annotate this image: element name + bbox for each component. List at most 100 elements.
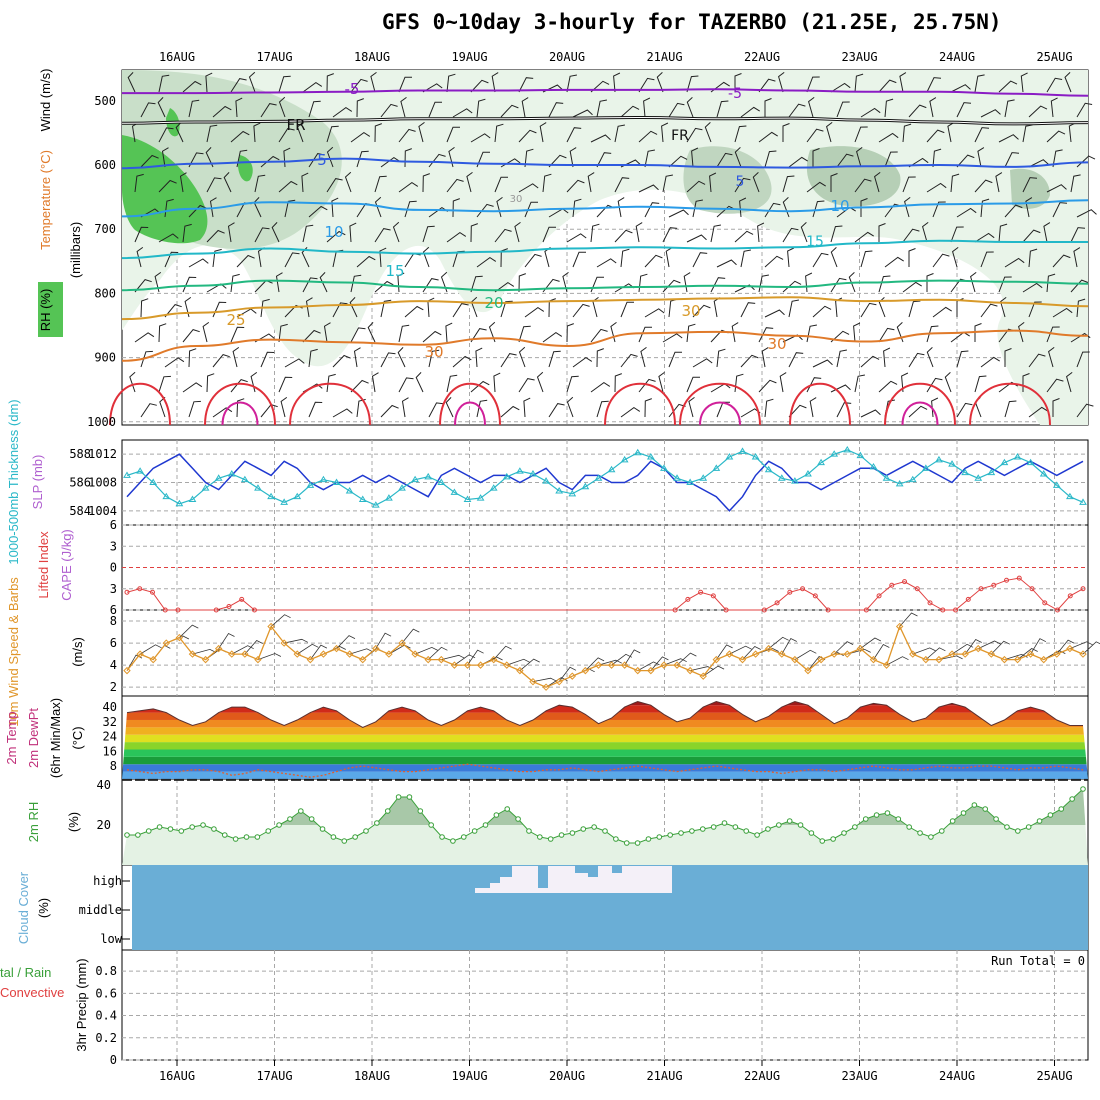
wind-10m-barb xyxy=(925,647,946,660)
wind-10m-point xyxy=(136,650,144,658)
wind-barb xyxy=(470,328,487,343)
wind-barb xyxy=(974,74,985,93)
rh-legend-box xyxy=(38,282,63,337)
wind-10m-point xyxy=(909,650,917,658)
wind-barb xyxy=(356,150,369,168)
rh-2m-point xyxy=(395,794,402,800)
wind-barb xyxy=(638,184,659,193)
wind-10m-point xyxy=(516,666,524,675)
li-point xyxy=(876,593,882,599)
y-tick-pressure: 700 xyxy=(94,222,116,236)
wind-barb xyxy=(140,350,153,368)
wind-barb xyxy=(212,407,233,418)
wind-10m-barb xyxy=(506,658,530,666)
rh-2m-point xyxy=(221,832,228,838)
wind-10m-point xyxy=(882,661,891,669)
wind-barb xyxy=(950,226,964,243)
wind-barb xyxy=(380,103,398,118)
wind-barb xyxy=(638,326,653,343)
y-tick-pressure: 500 xyxy=(94,94,116,108)
rh-2m-point xyxy=(1036,818,1043,824)
wind-barb xyxy=(590,328,608,343)
wind-barb xyxy=(860,250,873,268)
wind-barb xyxy=(161,147,169,168)
rh-2m-point xyxy=(971,802,978,808)
thickness-point xyxy=(843,445,852,453)
wind-barb xyxy=(302,224,314,243)
wind-barb xyxy=(566,233,587,243)
x-tick-bottom: 25AUG xyxy=(1036,1069,1072,1083)
wind-10m-barb xyxy=(729,645,752,655)
wind-barb xyxy=(902,176,916,193)
wind-barb xyxy=(752,172,760,193)
thickness-point xyxy=(214,474,223,481)
wind-barb xyxy=(308,348,318,368)
wind-barb xyxy=(974,232,995,243)
wind-10m-point xyxy=(332,644,341,653)
wind-barb xyxy=(374,280,394,293)
y-label-dewpt-2m: 2m DewPt xyxy=(26,708,41,768)
wind-barb xyxy=(127,72,136,93)
wind-10m-point xyxy=(214,644,223,653)
wind-barb xyxy=(716,152,733,168)
contour-label: FR xyxy=(286,116,305,134)
wind-barb xyxy=(908,104,927,118)
wind-barb xyxy=(644,398,652,418)
li-point xyxy=(991,582,997,588)
wind-barb xyxy=(350,327,366,343)
thickness-point xyxy=(1039,470,1048,477)
x-tick-top: 17AUG xyxy=(256,50,292,64)
wind-10m-barb xyxy=(1017,648,1038,660)
wind-barb xyxy=(1028,159,1049,168)
thickness-point xyxy=(476,494,485,501)
wind-barb xyxy=(686,323,696,343)
wind-barb xyxy=(740,302,756,318)
li-series-line xyxy=(126,577,1084,611)
thickness-point xyxy=(411,475,419,483)
wind-barb xyxy=(428,349,440,368)
rh-2m-point xyxy=(276,822,282,828)
wind-barb xyxy=(658,371,665,393)
rh-2m-point xyxy=(776,822,782,828)
wind-barb xyxy=(878,297,886,318)
wind-barb xyxy=(254,227,270,243)
rh-2m-point xyxy=(623,840,630,846)
thickness-point xyxy=(1013,453,1022,460)
wind-barb xyxy=(280,396,288,418)
wind-barb xyxy=(884,151,898,168)
x-tick-top: 21AUG xyxy=(646,50,682,64)
wind-barb xyxy=(974,127,990,143)
contour-label: FR xyxy=(671,128,689,144)
rh-2m-point xyxy=(515,816,521,822)
y-tick-wind: 2 xyxy=(110,680,117,694)
wind-barb xyxy=(188,99,200,118)
wind-10m-point xyxy=(791,655,799,664)
wind-10m-point xyxy=(830,650,838,658)
wind-barb xyxy=(572,198,582,218)
wind-barb xyxy=(853,322,861,343)
wind-barb xyxy=(524,306,545,318)
wind-barb xyxy=(182,329,200,343)
wind-barb xyxy=(470,275,483,293)
wind-10m-barb xyxy=(336,635,356,649)
wind-10m-barb xyxy=(847,648,871,655)
wind-barb xyxy=(380,156,401,168)
y-label-cape: CAPE (J/kg) xyxy=(59,529,74,601)
wind-barb xyxy=(428,101,443,118)
y-label-temp-units: (°C) xyxy=(70,726,85,749)
wind-barb xyxy=(302,277,318,293)
wind-barb xyxy=(374,196,382,218)
contour-label: -5 xyxy=(345,80,360,98)
wind-barb xyxy=(836,153,854,168)
y-label-slp: SLP (mb) xyxy=(30,455,45,510)
rh-fill-mid-2 xyxy=(683,146,772,214)
wind-barb xyxy=(661,122,669,143)
wind-barb xyxy=(326,373,336,393)
wind-barb xyxy=(926,325,939,343)
wind-barb xyxy=(956,207,977,218)
thickness-point xyxy=(725,453,734,460)
wind-10m-barb xyxy=(702,665,725,677)
wind-barb xyxy=(230,273,240,293)
temp-band xyxy=(122,771,1088,779)
wind-barb xyxy=(758,379,777,393)
